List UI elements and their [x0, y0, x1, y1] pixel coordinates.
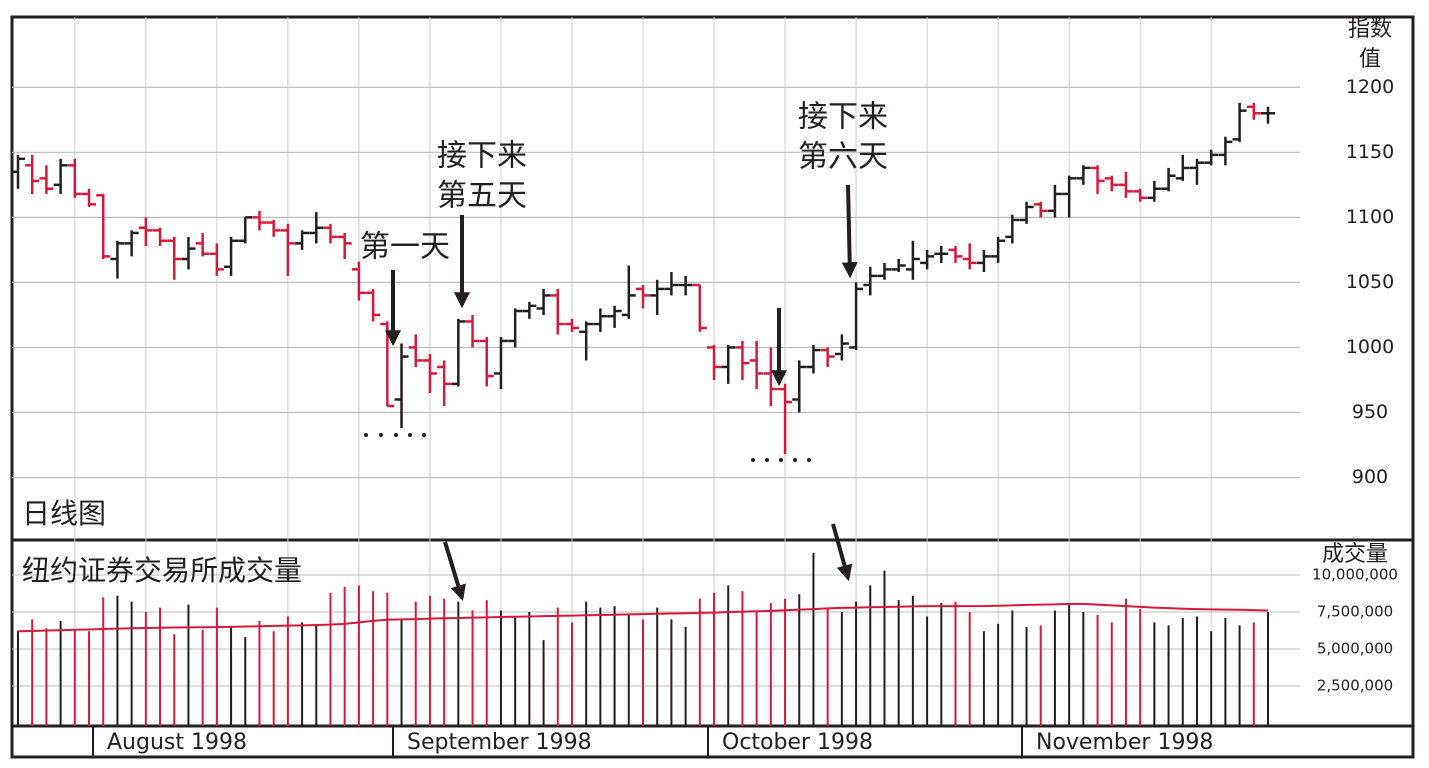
volume-tick-label: 2,500,000 — [1317, 677, 1393, 695]
panel-label: 日线图 — [22, 497, 106, 530]
dots — [364, 433, 811, 462]
month-label: August 1998 — [107, 730, 247, 755]
y-tick-label: 950 — [1352, 401, 1388, 423]
volume-tick-label: 10,000,000 — [1312, 566, 1398, 584]
volume-axis-label: 成交量 — [1322, 542, 1388, 567]
y-axis-label: 值 — [1359, 47, 1381, 72]
annotation: 第五天 — [437, 179, 527, 214]
y-tick-label: 1200 — [1346, 76, 1394, 98]
y-axis-label: 指数 — [1348, 17, 1392, 42]
y-tick-label: 1000 — [1346, 336, 1394, 358]
annotation: 接下来 — [437, 139, 527, 174]
volume-tick-label: 7,500,000 — [1317, 603, 1393, 621]
volume-ma-line — [17, 602, 1269, 633]
month-label: November 1998 — [1036, 730, 1213, 755]
y-tick-label: 1150 — [1346, 141, 1394, 163]
annotation: 第六天 — [798, 140, 888, 175]
arrows — [385, 184, 858, 602]
frame — [10, 15, 1415, 759]
y-tick-label: 1100 — [1346, 206, 1394, 228]
annotation: 第一天 — [360, 230, 450, 265]
month-label: September 1998 — [407, 730, 592, 755]
month-label: October 1998 — [722, 730, 873, 755]
volume-title: 纽约证券交易所成交量 — [22, 554, 302, 587]
y-tick-label: 900 — [1352, 466, 1388, 488]
y-tick-label: 1050 — [1346, 271, 1394, 293]
annotation: 接下来 — [798, 100, 888, 135]
volume-tick-label: 5,000,000 — [1317, 640, 1393, 658]
